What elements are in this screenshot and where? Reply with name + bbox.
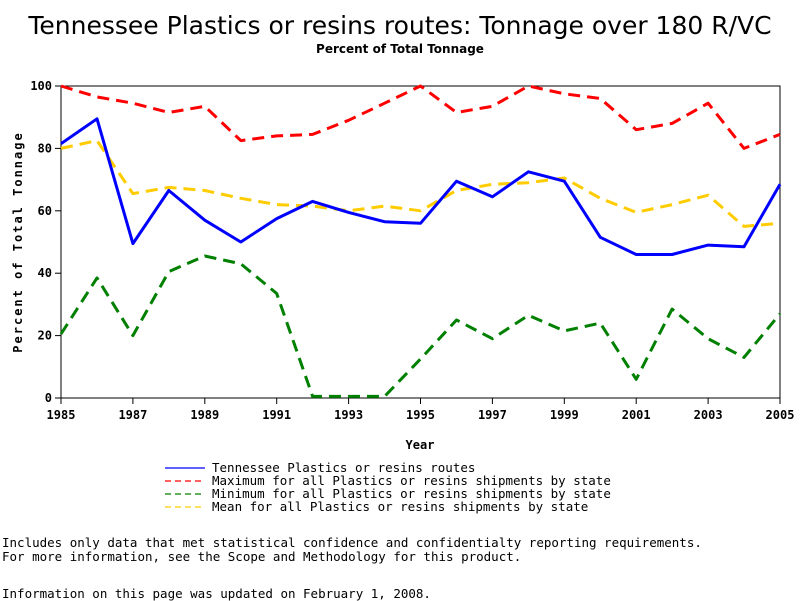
legend-label-3: Mean for all Plastics or resins shipment… — [212, 499, 588, 514]
x-tick-label: 1987 — [118, 408, 147, 422]
x-tick-label: 1989 — [190, 408, 219, 422]
y-tick-label: 80 — [38, 141, 52, 155]
x-tick-label: 1995 — [406, 408, 435, 422]
x-tick-label: 1991 — [262, 408, 291, 422]
legend-label-2: Minimum for all Plastics or resins shipm… — [212, 486, 611, 501]
y-tick-label: 20 — [38, 329, 52, 343]
y-axis-label: Percent of Total Tonnage — [11, 131, 25, 352]
note-updated: Information on this page was updated on … — [2, 586, 431, 601]
series-line-2 — [59, 254, 782, 398]
note-confidentiality: Includes only data that met statistical … — [2, 535, 702, 550]
x-tick-label: 2001 — [622, 408, 651, 422]
series-lines — [59, 84, 782, 398]
x-tick-label: 1993 — [334, 408, 363, 422]
x-axis: 1985 1987 1989 1991 1993 1995 1997 1999 2001 2003… — [47, 398, 795, 422]
y-axis: 0 20 40 60 80 100 — [30, 79, 61, 405]
x-tick-label: 2003 — [694, 408, 723, 422]
x-tick-label: 1997 — [478, 408, 507, 422]
y-tick-label: 60 — [38, 204, 52, 218]
note-methodology: For more information, see the Scope and … — [2, 549, 522, 564]
y-tick-label: 40 — [38, 266, 52, 280]
legend: Tennessee Plastics or resins routesMaxim… — [165, 460, 611, 514]
plot-area — [60, 85, 781, 399]
x-axis-label: Year — [406, 438, 435, 452]
legend-label-0: Tennessee Plastics or resins routes — [212, 460, 475, 475]
y-tick-label: 0 — [45, 391, 52, 405]
chart-title: Tennessee Plastics or resins routes: Ton… — [27, 11, 771, 40]
series-line-3 — [60, 139, 781, 228]
y-tick-label: 100 — [30, 79, 52, 93]
x-tick-label: 1999 — [550, 408, 579, 422]
series-line-0 — [60, 117, 782, 256]
series-line-1 — [60, 84, 781, 150]
legend-label-1: Maximum for all Plastics or resins shipm… — [212, 473, 611, 488]
x-tick-label: 2005 — [766, 408, 795, 422]
x-tick-label: 1985 — [47, 408, 76, 422]
chart-subtitle: Percent of Total Tonnage — [316, 42, 484, 56]
